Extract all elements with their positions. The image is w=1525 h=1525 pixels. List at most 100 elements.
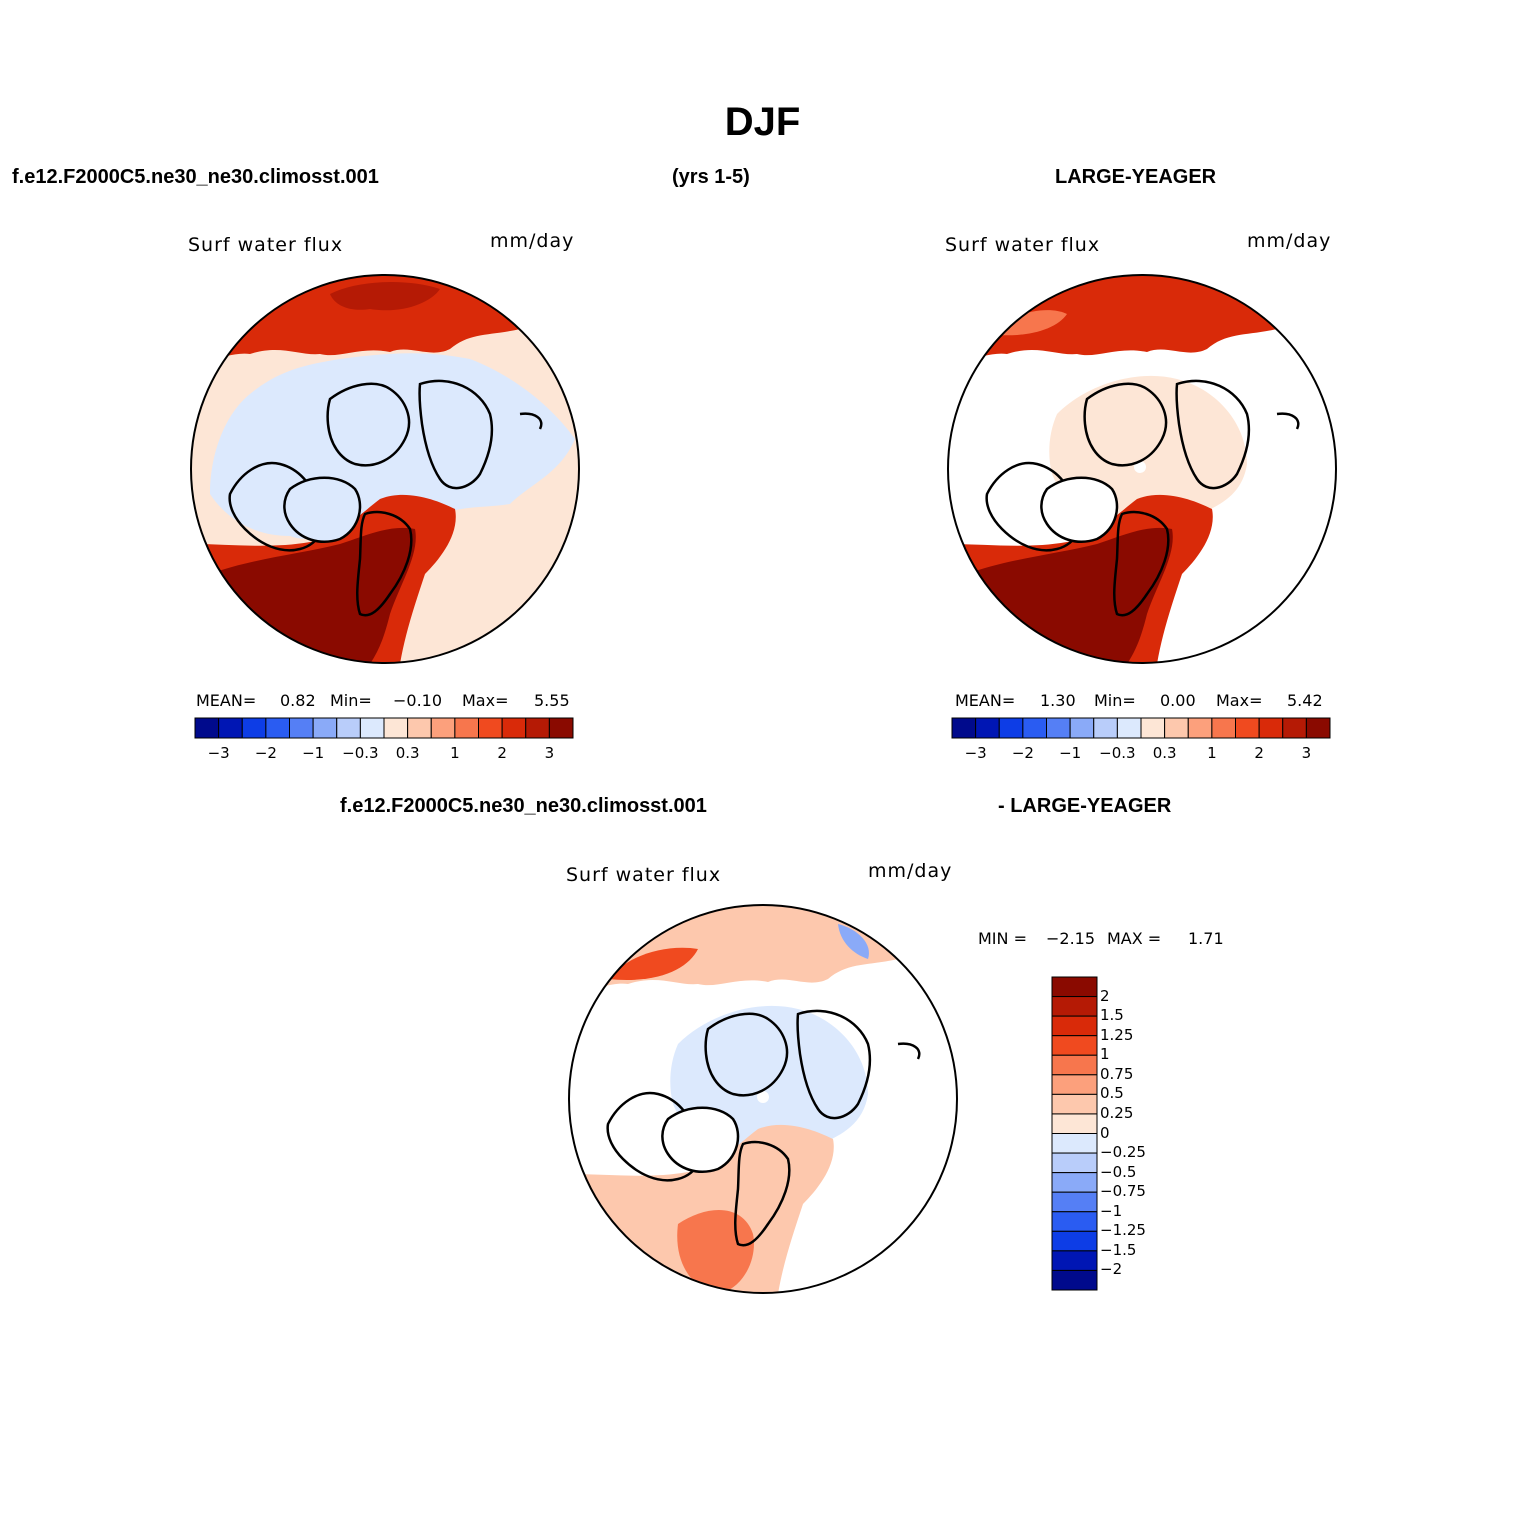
panel3-pole-hole	[757, 1091, 769, 1103]
colorbar-swatch	[1051, 996, 1098, 1017]
colorbar-tick-label: −0.3	[342, 744, 379, 762]
colorbar-swatch	[1051, 1054, 1098, 1076]
diff-header-right: - LARGE-YEAGER	[998, 795, 1172, 817]
colorbar-swatch	[1211, 717, 1236, 739]
colorbar-swatch	[312, 717, 338, 739]
colorbar-tick-label: −2	[254, 744, 277, 762]
colorbar-swatch	[1093, 717, 1118, 739]
colorbar-swatch	[265, 717, 290, 739]
colorbar-swatch	[525, 717, 550, 739]
panel3-pacific-orange	[608, 947, 698, 980]
colorbar-tick-label: 0.3	[1152, 744, 1177, 762]
panel2-mean-value: 1.30	[1040, 691, 1076, 710]
colorbar-swatch	[1051, 1074, 1098, 1095]
colorbar-swatch	[1282, 717, 1307, 739]
colorbar-swatch	[951, 717, 977, 739]
panel1-colorbar-ticks: −3 −2 −1 −0.3 0.3 1 2 3	[195, 744, 573, 764]
colorbar-swatch	[1051, 1113, 1098, 1134]
panel2-units-label: mm/day	[1247, 230, 1332, 252]
colorbar-tick-label: −3	[207, 744, 230, 762]
colorbar-swatch	[1140, 717, 1166, 739]
panel2-colorbar	[951, 717, 1331, 739]
colorbar-swatch	[241, 717, 267, 739]
colorbar-swatch	[1051, 976, 1098, 998]
colorbar-tick-label: 0.5	[1100, 1084, 1124, 1103]
panel3-max-value: 1.71	[1188, 929, 1224, 948]
colorbar-swatch	[1069, 717, 1095, 739]
colorbar-swatch	[1235, 717, 1260, 739]
colorbar-tick-label: 0.25	[1100, 1103, 1134, 1122]
colorbar-tick-label: −1	[1059, 744, 1082, 762]
panel1-units-label: mm/day	[490, 230, 575, 252]
colorbar-swatch	[1051, 1093, 1098, 1115]
panel3-map-border	[568, 904, 958, 1294]
colorbar-tick-label: −2	[1011, 744, 1034, 762]
diff-header-left: f.e12.F2000C5.ne30_ne30.climosst.001	[340, 795, 707, 817]
panel3-min-label: MIN =	[978, 929, 1027, 948]
colorbar-tick-label: −0.25	[1100, 1143, 1146, 1162]
panel2-max-label: Max=	[1216, 691, 1263, 710]
colorbar-swatch	[289, 717, 314, 739]
colorbar-swatch	[1116, 717, 1142, 739]
colorbar-swatch	[194, 717, 220, 739]
colorbar-swatch	[336, 717, 361, 739]
colorbar-swatch	[1305, 717, 1331, 739]
panel1-colorbar	[194, 717, 574, 739]
panel1-greenland-outline	[283, 476, 362, 543]
panel1-pacific-red	[210, 275, 520, 359]
colorbar-swatch	[501, 717, 527, 739]
panel1-map-border	[190, 274, 580, 664]
panel1-variable-label: Surf water flux	[188, 234, 344, 256]
colorbar-swatch	[1164, 717, 1189, 739]
colorbar-swatch	[1051, 1035, 1098, 1056]
colorbar-swatch	[383, 717, 409, 739]
colorbar-swatch	[1046, 717, 1071, 739]
colorbar-tick-label: 3	[1301, 744, 1312, 762]
colorbar-tick-label: 1	[450, 744, 460, 762]
panel1-mean-value: 0.82	[280, 691, 316, 710]
colorbar-swatch	[1022, 717, 1047, 739]
case-name-header: f.e12.F2000C5.ne30_ne30.climosst.001	[12, 166, 379, 188]
colorbar-swatch	[1051, 1269, 1098, 1291]
colorbar-tick-label: 1.5	[1100, 1006, 1124, 1025]
panel3-colorbar-ticks: 2 1.5 1.25 1 0.75 0.5 0.25 0 −0.25 −0.5 −0.75 −1 −1.…	[1100, 977, 1180, 1290]
panel1-mean-label: MEAN=	[196, 691, 257, 710]
colorbar-swatch	[454, 717, 479, 739]
colorbar-tick-label: −0.5	[1100, 1162, 1137, 1181]
panel1-pacific-darkred	[330, 282, 440, 311]
panel1-max-value: 5.55	[534, 691, 570, 710]
colorbar-swatch	[1187, 717, 1213, 739]
colorbar-swatch	[218, 717, 243, 739]
colorbar-swatch	[1051, 1230, 1098, 1252]
colorbar-swatch	[1051, 1172, 1098, 1193]
panel3-variable-label: Surf water flux	[566, 864, 722, 886]
panel2-min-label: Min=	[1094, 691, 1136, 710]
colorbar-tick-label: 0.3	[395, 744, 420, 762]
panel2-colorbar-ticks: −3 −2 −1 −0.3 0.3 1 2 3	[952, 744, 1330, 764]
panel2-mean-label: MEAN=	[955, 691, 1016, 710]
colorbar-tick-label: −2	[1100, 1260, 1123, 1279]
colorbar-tick-label: 1.25	[1100, 1025, 1134, 1044]
panel3-greenland-outline	[661, 1106, 740, 1173]
colorbar-tick-label: −1.25	[1100, 1221, 1146, 1240]
panel2-max-value: 5.42	[1287, 691, 1323, 710]
colorbar-swatch	[1051, 1152, 1098, 1174]
panel3-polar-map	[568, 904, 958, 1294]
panel2-pole-hole	[1134, 461, 1146, 473]
panel2-variable-label: Surf water flux	[945, 234, 1101, 256]
panel3-pacific-blue	[838, 924, 869, 959]
obs-name-header: LARGE-YEAGER	[1055, 166, 1217, 188]
panel2-map-border	[947, 274, 1337, 664]
colorbar-tick-label: −3	[964, 744, 987, 762]
years-header: (yrs 1-5)	[672, 166, 750, 188]
colorbar-tick-label: −1	[1100, 1201, 1123, 1220]
colorbar-swatch	[1051, 1133, 1098, 1154]
colorbar-tick-label: −1.5	[1100, 1240, 1137, 1259]
panel2-min-value: 0.00	[1160, 691, 1196, 710]
colorbar-swatch	[1051, 1250, 1098, 1271]
panel2-pacific-red	[967, 275, 1277, 359]
colorbar-tick-label: 2	[1100, 986, 1110, 1005]
colorbar-swatch	[1051, 1211, 1098, 1232]
colorbar-swatch	[975, 717, 1000, 739]
panel3-min-value: −2.15	[1046, 929, 1096, 948]
